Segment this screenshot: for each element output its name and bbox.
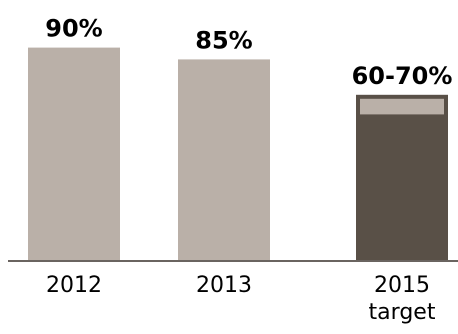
x-axis-baseline	[8, 260, 458, 262]
x-tick-label-2013: 2013	[196, 273, 252, 298]
bar-2015-target	[356, 94, 448, 260]
bar-2012	[28, 47, 120, 260]
data-label-2015-target: 60-70%	[352, 62, 453, 90]
x-tick-label-2015-target-line-1: 2015	[374, 273, 430, 298]
data-label-2012: 90%	[45, 15, 102, 43]
x-tick-label-2015-target-line-2: target	[369, 300, 436, 325]
x-tick-label-2012: 2012	[46, 273, 102, 298]
bar-2013	[178, 59, 270, 261]
data-label-2013: 85%	[195, 26, 252, 54]
target-range-band	[360, 98, 444, 115]
